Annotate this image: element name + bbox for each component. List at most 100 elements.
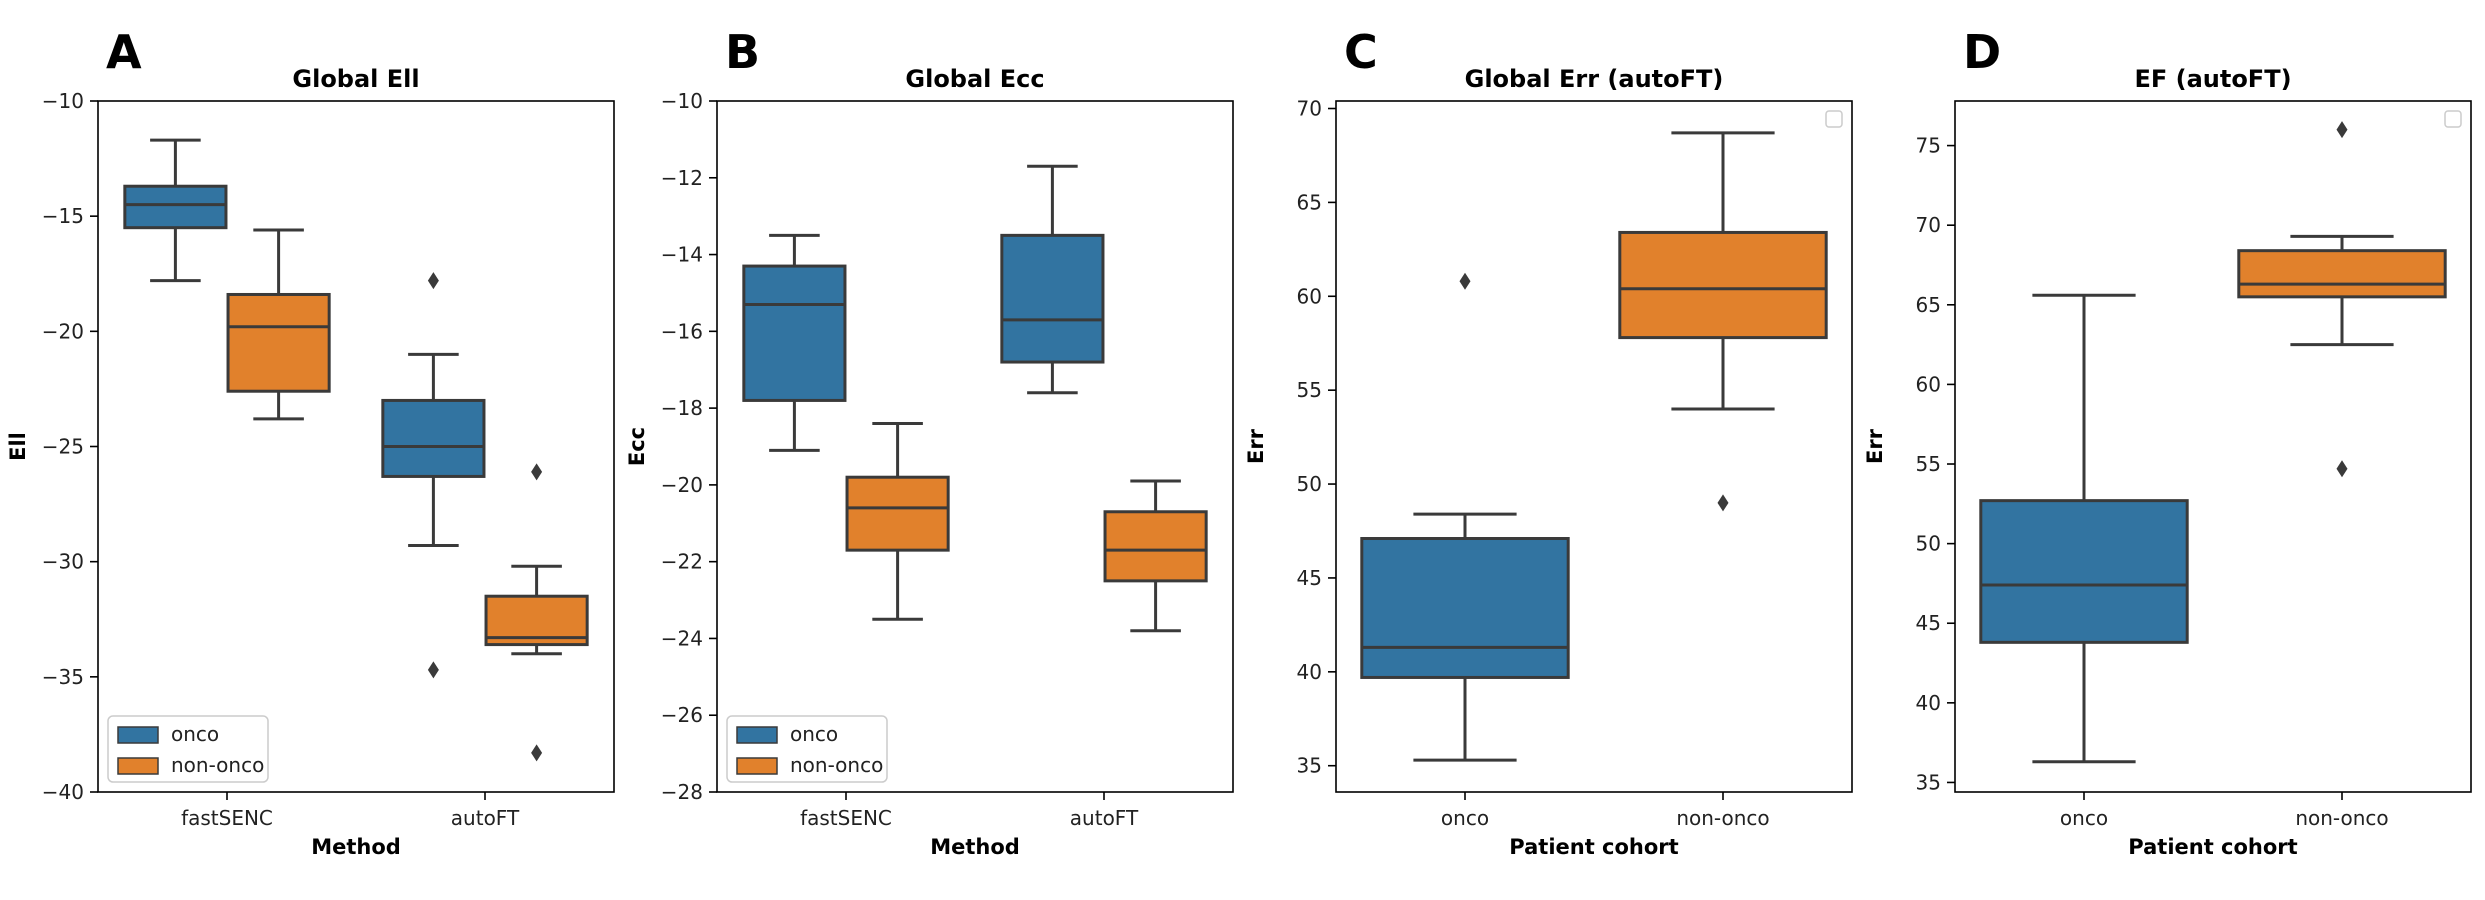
y-tick-label: −22 xyxy=(661,550,703,574)
y-axis-label: Ecc xyxy=(625,427,649,466)
y-axis-label: Ell xyxy=(6,432,30,461)
legend xyxy=(1825,110,1843,128)
x-tick-label: fastSENC xyxy=(181,806,273,830)
y-tick-label: 75 xyxy=(1916,134,1941,158)
y-tick-label: 35 xyxy=(1297,754,1322,778)
x-tick-label: onco xyxy=(2060,806,2108,830)
box-non-onco-autoFT xyxy=(1103,479,1208,633)
box-iqr xyxy=(1103,510,1208,583)
panel-letter: A xyxy=(106,25,142,79)
box-non-onco-autoFT xyxy=(484,463,589,762)
legend-label-non-onco: non-onco xyxy=(171,753,264,777)
y-tick-label: 65 xyxy=(1916,293,1941,317)
legend-swatch-onco xyxy=(736,726,778,744)
x-tick-label: non-onco xyxy=(2295,806,2388,830)
panel-letter: B xyxy=(725,25,760,79)
box-onco-fastSENC xyxy=(742,233,847,452)
legend-label-onco: onco xyxy=(790,722,838,746)
y-tick-label: −10 xyxy=(42,89,84,113)
outlier-point xyxy=(2336,121,2348,139)
chart-title: EF (autoFT) xyxy=(2134,65,2291,93)
legend: onco non-onco xyxy=(726,715,888,783)
y-tick-label: 45 xyxy=(1916,611,1941,635)
box-onco-onco xyxy=(1979,293,2189,764)
outlier-point xyxy=(427,661,439,679)
x-axis-label: Method xyxy=(311,835,401,859)
box-iqr xyxy=(381,398,486,478)
y-tick-label: 50 xyxy=(1916,532,1941,556)
outlier-point xyxy=(427,272,439,290)
x-axis-label: Patient cohort xyxy=(1509,835,1678,859)
box-iqr xyxy=(123,184,228,230)
x-tick-label: fastSENC xyxy=(800,806,892,830)
legend: onco non-onco xyxy=(107,715,269,783)
y-tick-label: 65 xyxy=(1297,190,1322,214)
box-iqr xyxy=(2237,249,2447,299)
y-tick-label: −25 xyxy=(42,435,84,459)
panel-b: B Global Ecc −10 −12 −14 −16 −18 −20 −22 −24 −26 −2… xyxy=(625,25,1234,859)
legend-label-onco: onco xyxy=(171,722,219,746)
box-non-onco-fastSENC xyxy=(845,421,950,621)
x-tick-label: non-onco xyxy=(1676,806,1769,830)
axes-frame xyxy=(716,100,1234,793)
x-tick-label: onco xyxy=(1441,806,1489,830)
panel-d: D EF (autoFT) 35 40 45 50 55 60 65 70 75 onco non-on… xyxy=(1863,25,2472,859)
y-axis-label: Err xyxy=(1863,428,1887,464)
legend xyxy=(2444,110,2462,128)
chart-title: Global Err (autoFT) xyxy=(1465,65,1724,93)
x-tick-label: autoFT xyxy=(1070,806,1139,830)
y-tick-label: 55 xyxy=(1916,452,1941,476)
y-tick-label: −40 xyxy=(42,780,84,804)
box-iqr xyxy=(1979,499,2189,644)
chart-title: Global Ecc xyxy=(905,65,1044,93)
outlier-point xyxy=(1717,494,1729,512)
y-tick-label: 35 xyxy=(1916,770,1941,794)
box-iqr xyxy=(845,475,950,552)
panel-c: C Global Err (autoFT) 35 40 45 50 55 60 65 70 onco… xyxy=(1244,25,1853,859)
y-tick-label: 70 xyxy=(1916,213,1941,237)
box-onco-fastSENC xyxy=(123,138,228,283)
x-axis-label: Method xyxy=(930,835,1020,859)
y-tick-label: 60 xyxy=(1916,372,1941,396)
chart-title: Global Ell xyxy=(292,65,419,93)
y-tick-label: −20 xyxy=(42,319,84,343)
y-tick-label: 45 xyxy=(1297,566,1322,590)
legend-swatch-non-onco xyxy=(117,757,159,775)
y-tick-label: 70 xyxy=(1297,97,1322,121)
y-tick-label: 55 xyxy=(1297,378,1322,402)
y-tick-label: −15 xyxy=(42,204,84,228)
outlier-point xyxy=(531,744,543,762)
x-tick-label: autoFT xyxy=(451,806,520,830)
box-iqr xyxy=(226,292,331,393)
axes-frame xyxy=(1335,100,1853,793)
axes-frame xyxy=(1954,100,2472,793)
y-axis-label: Err xyxy=(1244,428,1268,464)
x-axis-label: Patient cohort xyxy=(2128,835,2297,859)
legend-empty-box xyxy=(1825,110,1843,128)
y-tick-label: 50 xyxy=(1297,472,1322,496)
y-tick-label: 40 xyxy=(1916,691,1941,715)
box-non-onco-fastSENC xyxy=(226,228,331,421)
box-onco-onco xyxy=(1360,272,1570,762)
box-non-onco-non-onco xyxy=(2237,121,2447,478)
outlier-point xyxy=(531,463,543,481)
box-iqr xyxy=(1618,230,1828,340)
box-non-onco-non-onco xyxy=(1618,131,1828,512)
y-tick-label: −10 xyxy=(661,89,703,113)
legend-label-non-onco: non-onco xyxy=(790,753,883,777)
y-tick-label: −28 xyxy=(661,780,703,804)
legend-swatch-onco xyxy=(117,726,159,744)
y-tick-label: 60 xyxy=(1297,284,1322,308)
y-tick-label: 40 xyxy=(1297,660,1322,684)
y-tick-label: −18 xyxy=(661,396,703,420)
box-onco-autoFT xyxy=(1000,164,1105,395)
outlier-point xyxy=(1459,272,1471,290)
panel-letter: C xyxy=(1344,25,1378,79)
y-tick-label: −30 xyxy=(42,550,84,574)
panel-letter: D xyxy=(1963,25,2001,79)
box-iqr xyxy=(1360,537,1570,679)
panel-a: A Global Ell −10 −15 −20 −25 −30 −35 −40 fastSENC… xyxy=(6,25,615,859)
y-tick-label: −35 xyxy=(42,665,84,689)
box-iqr xyxy=(742,264,847,402)
